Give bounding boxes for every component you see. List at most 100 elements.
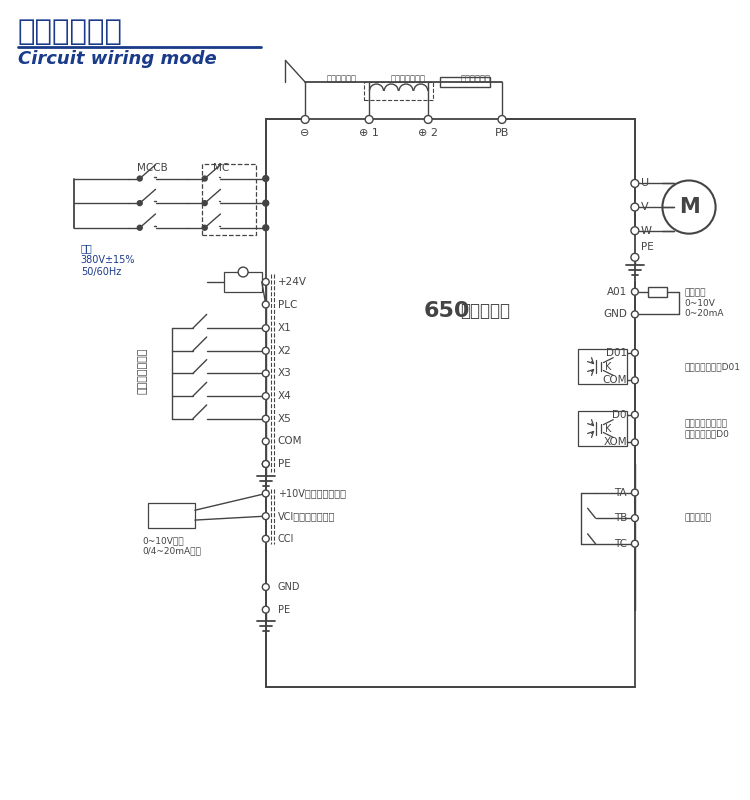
Text: D01: D01 bbox=[606, 348, 627, 358]
Text: PE: PE bbox=[278, 605, 290, 614]
Circle shape bbox=[632, 350, 638, 356]
Text: 继电器输出: 继电器输出 bbox=[684, 514, 711, 522]
Text: X5: X5 bbox=[278, 414, 291, 424]
Text: PLC: PLC bbox=[278, 299, 297, 310]
Text: TA: TA bbox=[614, 487, 627, 498]
Text: COM: COM bbox=[278, 436, 302, 446]
Circle shape bbox=[262, 347, 269, 354]
Text: U: U bbox=[640, 178, 649, 189]
Text: 回路接线方式: 回路接线方式 bbox=[18, 18, 123, 46]
Circle shape bbox=[262, 370, 269, 377]
Bar bbox=[202, 164, 256, 234]
Text: MC: MC bbox=[213, 162, 230, 173]
Circle shape bbox=[262, 278, 269, 286]
Text: V: V bbox=[640, 202, 649, 212]
Circle shape bbox=[262, 461, 269, 467]
Circle shape bbox=[262, 438, 269, 445]
Text: +10V频率设定用电源: +10V频率设定用电源 bbox=[278, 489, 346, 498]
Text: GND: GND bbox=[278, 582, 300, 592]
Circle shape bbox=[137, 226, 142, 230]
Bar bbox=[440, 77, 491, 87]
Text: COM: COM bbox=[602, 375, 627, 386]
Circle shape bbox=[262, 415, 269, 422]
Circle shape bbox=[262, 461, 269, 467]
Text: 外接制动单元: 外接制动单元 bbox=[326, 74, 356, 84]
Text: ⊕ 2: ⊕ 2 bbox=[419, 128, 438, 138]
Text: GND: GND bbox=[603, 310, 627, 319]
Text: 模拟输出
0~10V
0~20mA: 模拟输出 0~10V 0~20mA bbox=[684, 289, 724, 318]
Text: PE: PE bbox=[278, 459, 290, 469]
Circle shape bbox=[202, 226, 207, 230]
Circle shape bbox=[498, 115, 506, 123]
Text: PE: PE bbox=[640, 242, 653, 253]
Text: ⊖: ⊖ bbox=[301, 128, 310, 138]
Circle shape bbox=[137, 201, 142, 206]
Circle shape bbox=[632, 514, 638, 522]
Text: TC: TC bbox=[614, 538, 627, 549]
Text: 集电极开路输出D01: 集电极开路输出D01 bbox=[684, 362, 740, 371]
Bar bbox=[364, 82, 433, 100]
Circle shape bbox=[662, 181, 716, 234]
Bar bbox=[148, 503, 195, 528]
Circle shape bbox=[262, 606, 269, 613]
Text: X1: X1 bbox=[278, 323, 291, 333]
Circle shape bbox=[262, 393, 269, 399]
Circle shape bbox=[631, 254, 639, 262]
Text: VCI多功能模拟输入: VCI多功能模拟输入 bbox=[278, 511, 335, 521]
Circle shape bbox=[262, 535, 269, 542]
Bar bbox=[578, 411, 627, 446]
Circle shape bbox=[632, 489, 638, 496]
Circle shape bbox=[632, 377, 638, 384]
Circle shape bbox=[202, 201, 207, 206]
Text: ⊕ 1: ⊕ 1 bbox=[359, 128, 379, 138]
Text: CCI: CCI bbox=[278, 534, 294, 544]
Text: 电源
380V±15%
50/60Hz: 电源 380V±15% 50/60Hz bbox=[81, 243, 135, 277]
Text: 650: 650 bbox=[423, 302, 470, 322]
Circle shape bbox=[262, 513, 269, 519]
Circle shape bbox=[302, 115, 309, 123]
Bar bbox=[266, 119, 634, 687]
Circle shape bbox=[632, 288, 638, 295]
Text: TB: TB bbox=[614, 513, 627, 523]
Text: PB: PB bbox=[495, 128, 509, 138]
Circle shape bbox=[262, 490, 269, 497]
Text: Circuit wiring mode: Circuit wiring mode bbox=[18, 50, 217, 69]
Circle shape bbox=[262, 200, 268, 206]
Text: 外接制动电阻: 外接制动电阻 bbox=[460, 74, 490, 84]
Text: A01: A01 bbox=[607, 286, 627, 297]
Circle shape bbox=[365, 115, 373, 123]
Bar bbox=[648, 287, 668, 297]
Circle shape bbox=[202, 176, 207, 181]
Text: MCCB: MCCB bbox=[137, 162, 168, 173]
Circle shape bbox=[632, 439, 638, 446]
Text: X2: X2 bbox=[278, 346, 291, 356]
Text: 0~10V输入
0/4~20mA输入: 0~10V输入 0/4~20mA输入 bbox=[142, 536, 202, 555]
Circle shape bbox=[137, 176, 142, 181]
Bar bbox=[224, 272, 262, 292]
Circle shape bbox=[631, 179, 639, 187]
Circle shape bbox=[262, 583, 269, 590]
Text: X4: X4 bbox=[278, 391, 291, 401]
Text: D0: D0 bbox=[613, 410, 627, 420]
Circle shape bbox=[631, 203, 639, 211]
Circle shape bbox=[262, 225, 268, 230]
Text: 高速脉冲输出和集
电极开路输出D0: 高速脉冲输出和集 电极开路输出D0 bbox=[684, 419, 729, 438]
Circle shape bbox=[238, 267, 248, 277]
Text: 外接直流电抗器: 外接直流电抗器 bbox=[391, 74, 426, 84]
Circle shape bbox=[424, 115, 432, 123]
Circle shape bbox=[632, 540, 638, 547]
Bar bbox=[578, 349, 627, 384]
Circle shape bbox=[262, 175, 268, 182]
Circle shape bbox=[632, 311, 638, 318]
Text: 多功能输入端子: 多功能输入端子 bbox=[138, 347, 148, 394]
Text: K: K bbox=[605, 362, 612, 371]
Text: XOM: XOM bbox=[603, 438, 627, 447]
Text: W: W bbox=[640, 226, 652, 236]
Text: +24V: +24V bbox=[278, 277, 307, 287]
Circle shape bbox=[632, 411, 638, 418]
Circle shape bbox=[631, 226, 639, 234]
Circle shape bbox=[262, 325, 269, 331]
Text: K: K bbox=[605, 423, 612, 434]
Circle shape bbox=[262, 301, 269, 308]
Text: M: M bbox=[679, 197, 700, 217]
